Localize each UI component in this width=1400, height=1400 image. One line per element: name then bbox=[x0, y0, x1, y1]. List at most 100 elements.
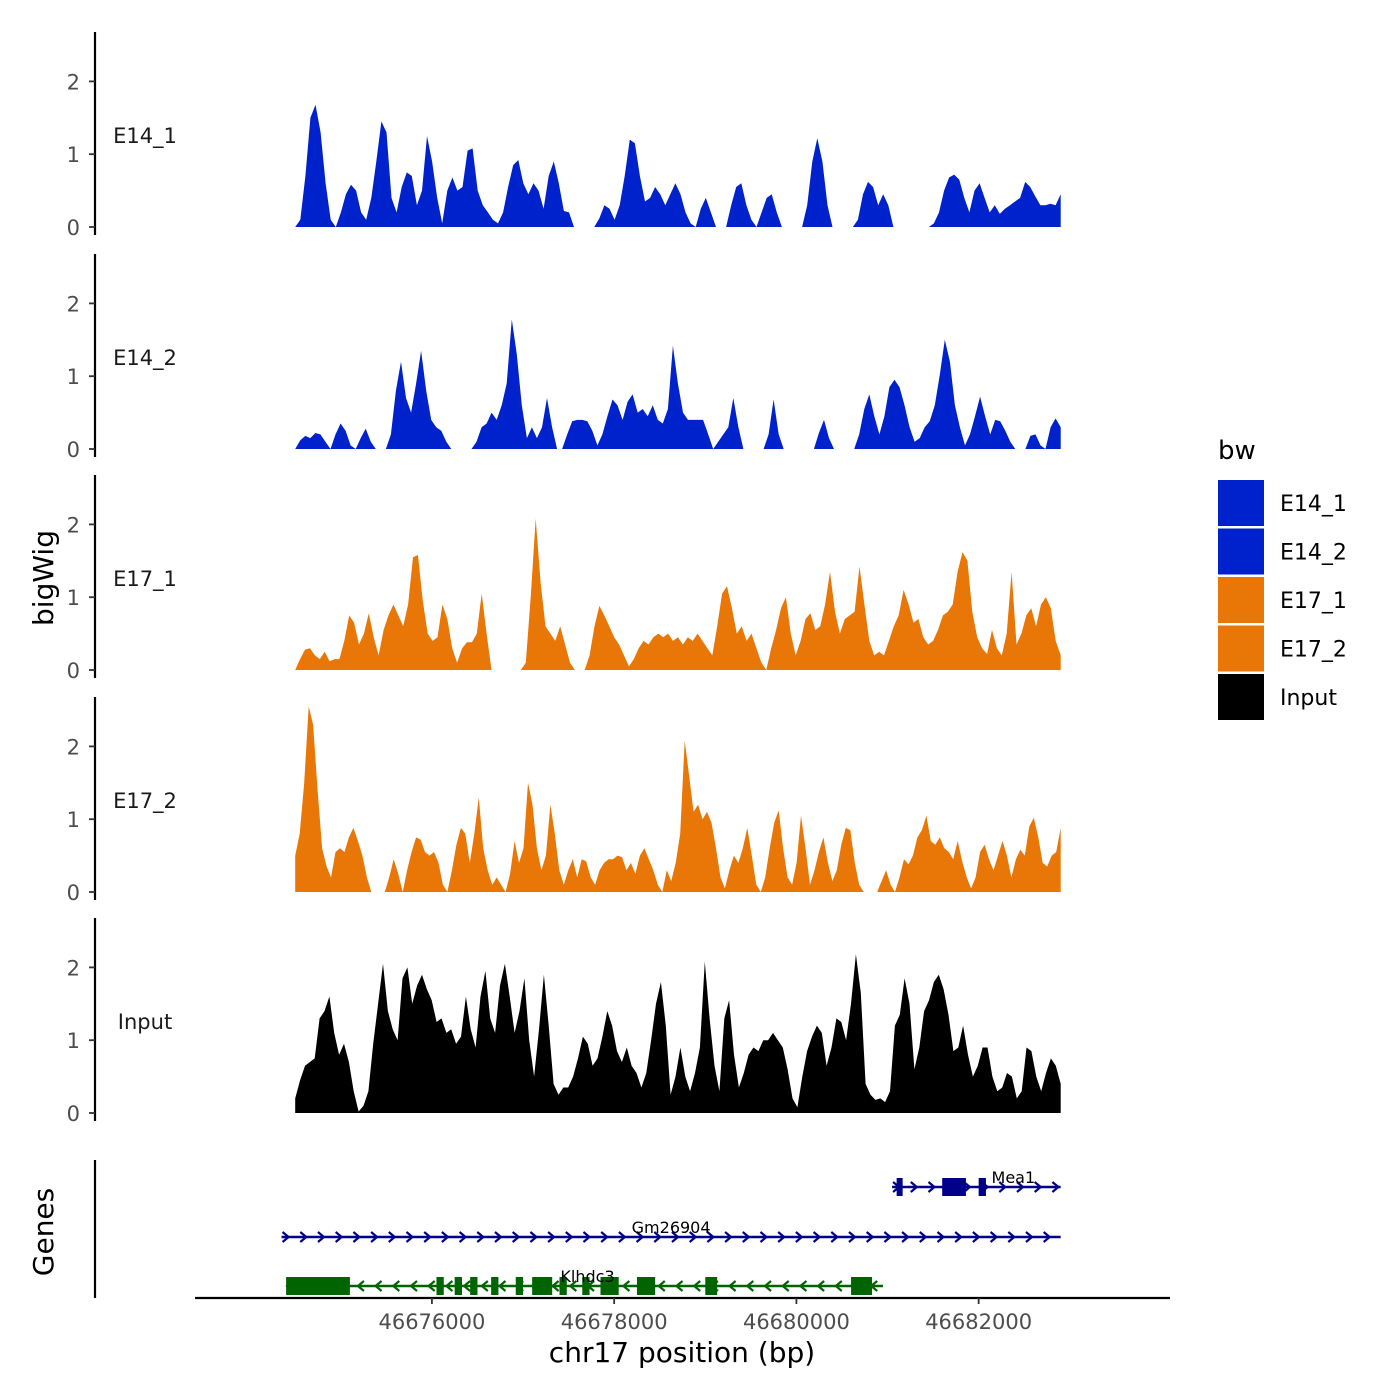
coverage-area-E14_1 bbox=[295, 104, 1061, 227]
strand-chevron bbox=[834, 1280, 843, 1292]
strand-chevron bbox=[462, 1280, 471, 1292]
gene-exon bbox=[436, 1277, 444, 1295]
gene-exon bbox=[705, 1277, 718, 1295]
track-E14_1: 0 1 2 E14_1 bbox=[67, 32, 1061, 240]
strand-chevron bbox=[998, 1181, 1007, 1193]
y-tick-label: 1 bbox=[67, 808, 80, 832]
strand-chevron bbox=[388, 1231, 397, 1243]
strand-chevron bbox=[497, 1280, 507, 1292]
strand-chevron bbox=[299, 1231, 308, 1243]
gene-exon bbox=[851, 1277, 873, 1295]
gene-exon bbox=[470, 1277, 478, 1295]
strand-chevron bbox=[356, 1280, 365, 1292]
strand-chevron bbox=[745, 1280, 755, 1292]
strand-chevron bbox=[476, 1231, 485, 1243]
gene-Gm26904: Gm26904 bbox=[281, 1218, 1061, 1243]
gene-exon bbox=[942, 1178, 966, 1196]
strand-chevron bbox=[972, 1231, 981, 1243]
track-Input: 0 1 2 Input bbox=[67, 918, 1061, 1126]
strand-chevron bbox=[812, 1231, 822, 1243]
y-tick-label: 1 bbox=[67, 365, 80, 389]
strand-chevron bbox=[830, 1231, 839, 1243]
strand-chevron bbox=[423, 1231, 432, 1243]
strand-chevron bbox=[582, 1231, 592, 1243]
strand-chevron bbox=[1051, 1181, 1061, 1193]
strand-chevron bbox=[901, 1231, 910, 1243]
track-label: Input bbox=[118, 1010, 172, 1034]
strand-chevron bbox=[480, 1280, 489, 1292]
x-axis-title: chr17 position (bp) bbox=[549, 1336, 815, 1369]
strand-chevron bbox=[989, 1231, 999, 1243]
gene-exon bbox=[491, 1277, 499, 1295]
strand-chevron bbox=[391, 1280, 401, 1292]
gene-exon bbox=[515, 1277, 524, 1295]
gene-label: Klhdc3 bbox=[560, 1267, 614, 1286]
gene-exon bbox=[559, 1277, 567, 1295]
track-label: E17_1 bbox=[113, 567, 177, 592]
track-E14_2: 0 1 2 E14_2 bbox=[67, 254, 1061, 462]
legend-swatch bbox=[1218, 577, 1264, 623]
legend-title: bw bbox=[1218, 436, 1256, 466]
x-tick-label: 46680000 bbox=[743, 1310, 850, 1334]
gene-exon bbox=[532, 1277, 553, 1295]
strand-chevron bbox=[692, 1280, 701, 1292]
strand-chevron bbox=[494, 1231, 503, 1243]
track-label: E14_2 bbox=[113, 346, 177, 371]
strand-chevron bbox=[1016, 1181, 1025, 1193]
strand-chevron bbox=[441, 1231, 450, 1243]
strand-chevron bbox=[565, 1231, 574, 1243]
strand-chevron bbox=[883, 1231, 893, 1243]
track-E17_2: 0 1 2 E17_2 bbox=[67, 697, 1061, 905]
legend-swatch bbox=[1218, 625, 1264, 672]
strand-chevron bbox=[1033, 1181, 1043, 1193]
strand-chevron bbox=[352, 1231, 362, 1243]
strand-chevron bbox=[550, 1280, 560, 1292]
strand-chevron bbox=[671, 1231, 680, 1243]
gene-exon bbox=[582, 1277, 590, 1295]
coverage-area-Input bbox=[295, 954, 1061, 1113]
strand-chevron bbox=[547, 1231, 556, 1243]
legend-item-E14_2: E14_2 bbox=[1218, 528, 1347, 575]
strand-chevron bbox=[706, 1231, 716, 1243]
y-tick-label: 2 bbox=[67, 513, 80, 537]
strand-chevron bbox=[798, 1280, 808, 1292]
strand-chevron bbox=[334, 1231, 344, 1243]
x-axis: 46676000 46678000 46680000 46682000 bbox=[195, 1296, 1170, 1334]
legend-label: E14_2 bbox=[1280, 541, 1347, 566]
strand-chevron bbox=[954, 1231, 963, 1243]
y-tick-label: 2 bbox=[67, 292, 80, 316]
legend-item-E14_1: E14_1 bbox=[1218, 480, 1347, 526]
y-tick-label: 0 bbox=[67, 438, 80, 462]
legend: bw E14_1 E14_2 E17_1 E17_2 Input bbox=[1218, 436, 1347, 720]
strand-chevron bbox=[1025, 1231, 1034, 1243]
strand-chevron bbox=[742, 1231, 751, 1243]
x-tick-label: 46682000 bbox=[925, 1310, 1032, 1334]
y-tick-label: 2 bbox=[67, 956, 80, 980]
track-E17_1: 0 1 2 E17_1 bbox=[67, 475, 1061, 683]
coverage-area-E17_1 bbox=[295, 518, 1061, 670]
strand-chevron bbox=[635, 1231, 645, 1243]
strand-chevron bbox=[816, 1280, 825, 1292]
strand-chevron bbox=[727, 1280, 737, 1292]
y-tick-label: 1 bbox=[67, 1029, 80, 1053]
legend-swatch bbox=[1218, 674, 1264, 720]
gene-exon bbox=[636, 1277, 656, 1295]
gene-exon bbox=[600, 1277, 619, 1295]
strand-chevron bbox=[795, 1231, 804, 1243]
strand-chevron bbox=[370, 1231, 379, 1243]
strand-chevron bbox=[317, 1231, 326, 1243]
strand-chevron bbox=[865, 1231, 875, 1243]
strand-chevron bbox=[1042, 1231, 1052, 1243]
strand-chevron bbox=[910, 1181, 919, 1193]
gene-exon bbox=[454, 1277, 462, 1295]
x-tick-label: 46676000 bbox=[378, 1310, 485, 1334]
strand-chevron bbox=[763, 1280, 772, 1292]
legend-label: Input bbox=[1280, 686, 1337, 711]
legend-item-Input: Input bbox=[1218, 674, 1337, 720]
y-tick-label: 1 bbox=[67, 586, 80, 610]
strand-chevron bbox=[759, 1231, 769, 1243]
strand-chevron bbox=[427, 1280, 436, 1292]
track-label: E17_2 bbox=[113, 789, 177, 814]
strand-chevron bbox=[444, 1280, 454, 1292]
strand-chevron bbox=[688, 1231, 698, 1243]
